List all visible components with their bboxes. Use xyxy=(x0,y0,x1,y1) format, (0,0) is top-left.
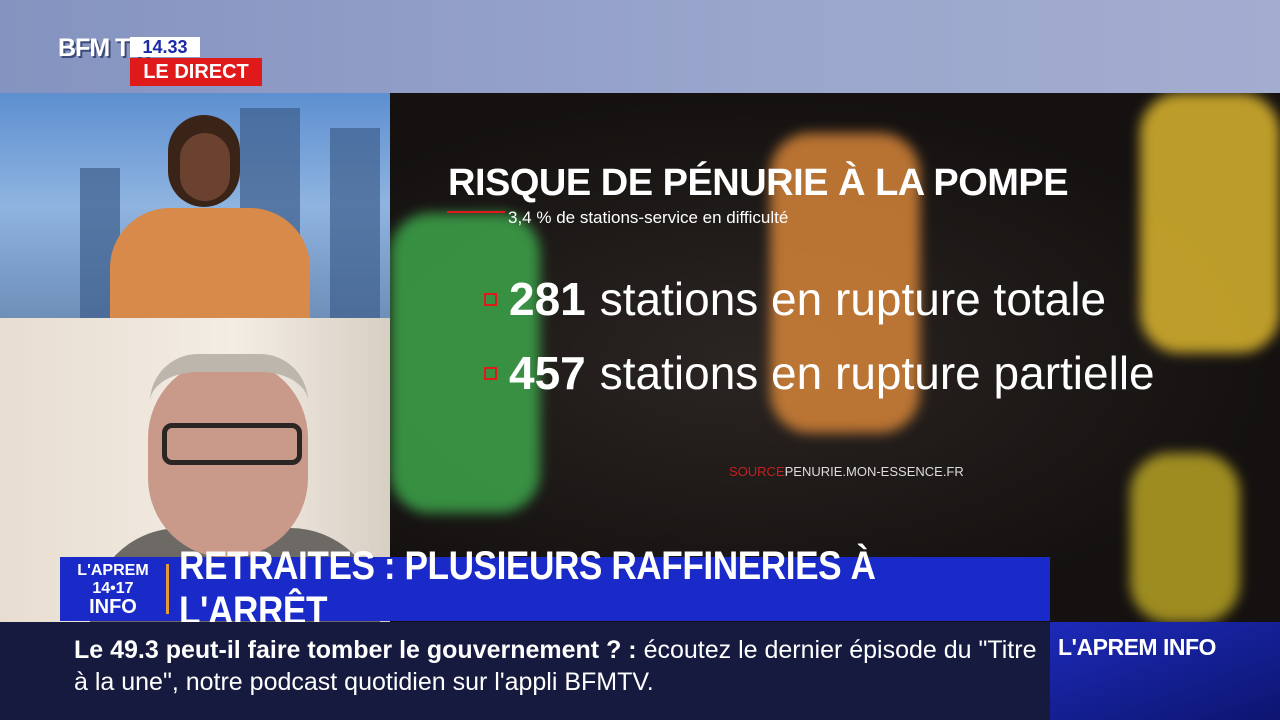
lower-third: L'APREM 14•17 INFO RETRAITES : PLUSIEURS … xyxy=(60,544,1050,633)
glasses xyxy=(162,423,302,465)
headline: RETRAITES : PLUSIEURS RAFFINERIES À L'AR… xyxy=(178,544,876,633)
clock: 14.33 xyxy=(130,37,200,57)
stat-row: 457 stations en rupture partielle xyxy=(484,346,1155,400)
stat-row: 281 stations en rupture totale xyxy=(484,272,1106,326)
bullet-square-icon xyxy=(484,366,497,380)
stat-label: stations en rupture partielle xyxy=(599,347,1155,399)
infographic xyxy=(390,93,1280,623)
source-label: SOURCE xyxy=(729,464,785,479)
ticker-text: écoutez le dernier épisode du "Titre à l… xyxy=(74,636,1037,696)
source-value: PENURIE.MON-ESSENCE.FR xyxy=(784,464,964,479)
separator xyxy=(165,564,169,614)
graphic-subtitle: 3,4 % de stations-service en difficulté xyxy=(508,208,789,227)
live-badge: LE DIRECT xyxy=(130,58,262,86)
stat-number: 457 xyxy=(509,347,586,399)
studio-video xyxy=(0,93,390,318)
stat-number: 281 xyxy=(509,273,586,325)
corner-label: L'APREM INFO xyxy=(1058,634,1216,660)
bullet-square-icon xyxy=(484,292,497,306)
show-logo: L'APREM 14•17 INFO xyxy=(77,562,149,618)
graphic-title: RISQUE DE PÉNURIE À LA POMPE xyxy=(448,162,1069,204)
stat-label: stations en rupture totale xyxy=(599,273,1107,325)
show-corner: L'APREM INFO xyxy=(1050,622,1280,720)
news-ticker: Le 49.3 peut-il faire tomber le gouverne… xyxy=(0,622,1050,720)
ticker-bold: Le 49.3 peut-il faire tomber le gouverne… xyxy=(74,636,637,664)
source: SOURCEPENURIE.MON-ESSENCE.FR xyxy=(729,464,964,479)
divider xyxy=(447,211,505,213)
